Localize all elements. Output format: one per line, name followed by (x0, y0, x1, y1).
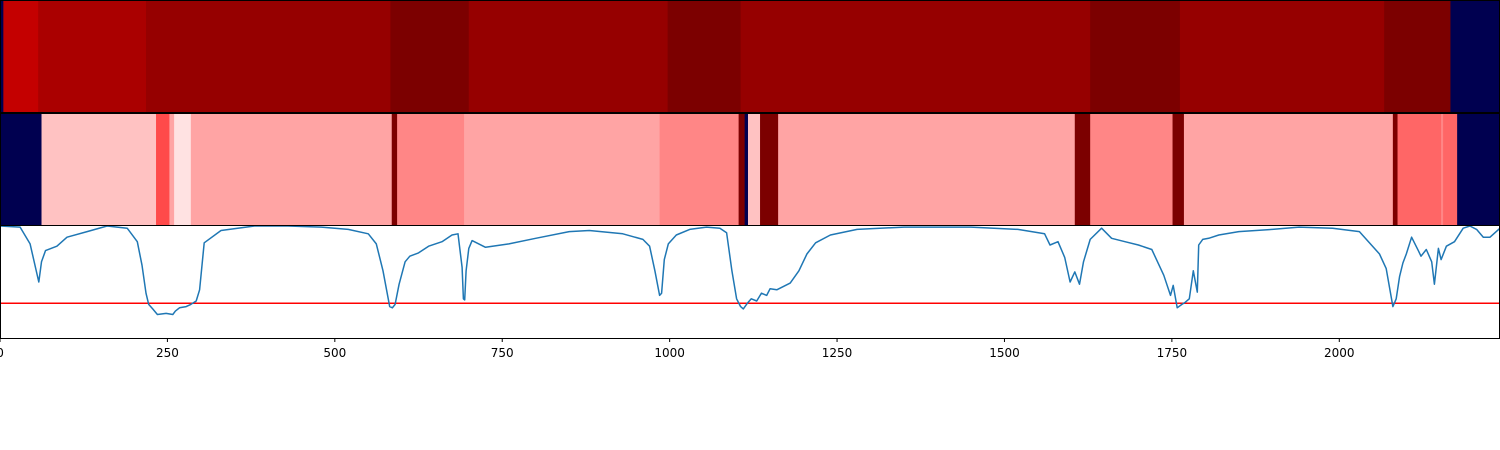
heatmap-segment (1173, 114, 1185, 225)
line-plot (0, 226, 1500, 338)
heatmap-segment (741, 1, 1091, 112)
heatmap-segment (1075, 114, 1091, 225)
heatmap-segment (156, 114, 170, 225)
heatmap-segment (1180, 1, 1385, 112)
heatmap-segment (745, 114, 749, 225)
heatmap-segment (1184, 114, 1393, 225)
heatmap-segment (42, 114, 157, 225)
x-tick-label: 0 (0, 346, 4, 360)
heatmap-segment (760, 114, 778, 225)
x-tick-label: 2000 (1324, 346, 1355, 360)
heatmap-segment (191, 114, 392, 225)
heatmap-segment (390, 1, 469, 112)
heatmap-segment (146, 1, 391, 112)
heatmap-segment (464, 114, 660, 225)
plot-background (0, 226, 1500, 338)
heatmap-segment (174, 114, 191, 225)
heatmap-segment (778, 114, 1075, 225)
heatmap-segment (1457, 114, 1500, 225)
x-tick-label: 1250 (822, 346, 853, 360)
heatmap-strip-middle (0, 114, 1500, 225)
heatmap-segment (1384, 1, 1451, 112)
x-tick-label: 750 (491, 346, 514, 360)
heatmap-strip-top (0, 1, 1500, 112)
x-tick-label: 1000 (654, 346, 685, 360)
heatmap-segment (0, 114, 42, 225)
heatmap-segment (668, 1, 741, 112)
heatmap-segment (1393, 114, 1398, 225)
x-tick-label: 1500 (989, 346, 1020, 360)
heatmap-segment (1090, 114, 1173, 225)
heatmap-segment (660, 114, 739, 225)
heatmap-segment (1090, 1, 1180, 112)
heatmap-segment (392, 114, 398, 225)
heatmap-segment (1443, 114, 1457, 225)
x-tick-label: 250 (156, 346, 179, 360)
heatmap-segment (748, 114, 760, 225)
heatmap-segment (3, 1, 38, 112)
heatmap-segment (739, 114, 745, 225)
heatmap-segment (397, 114, 464, 225)
heatmap-segment (469, 1, 668, 112)
heatmap-segment (1450, 1, 1500, 112)
heatmap-segment (1398, 114, 1442, 225)
x-tick-label: 1750 (1157, 346, 1188, 360)
x-tick-label: 500 (323, 346, 346, 360)
heatmap-segment (169, 114, 174, 225)
heatmap-segment (38, 1, 146, 112)
